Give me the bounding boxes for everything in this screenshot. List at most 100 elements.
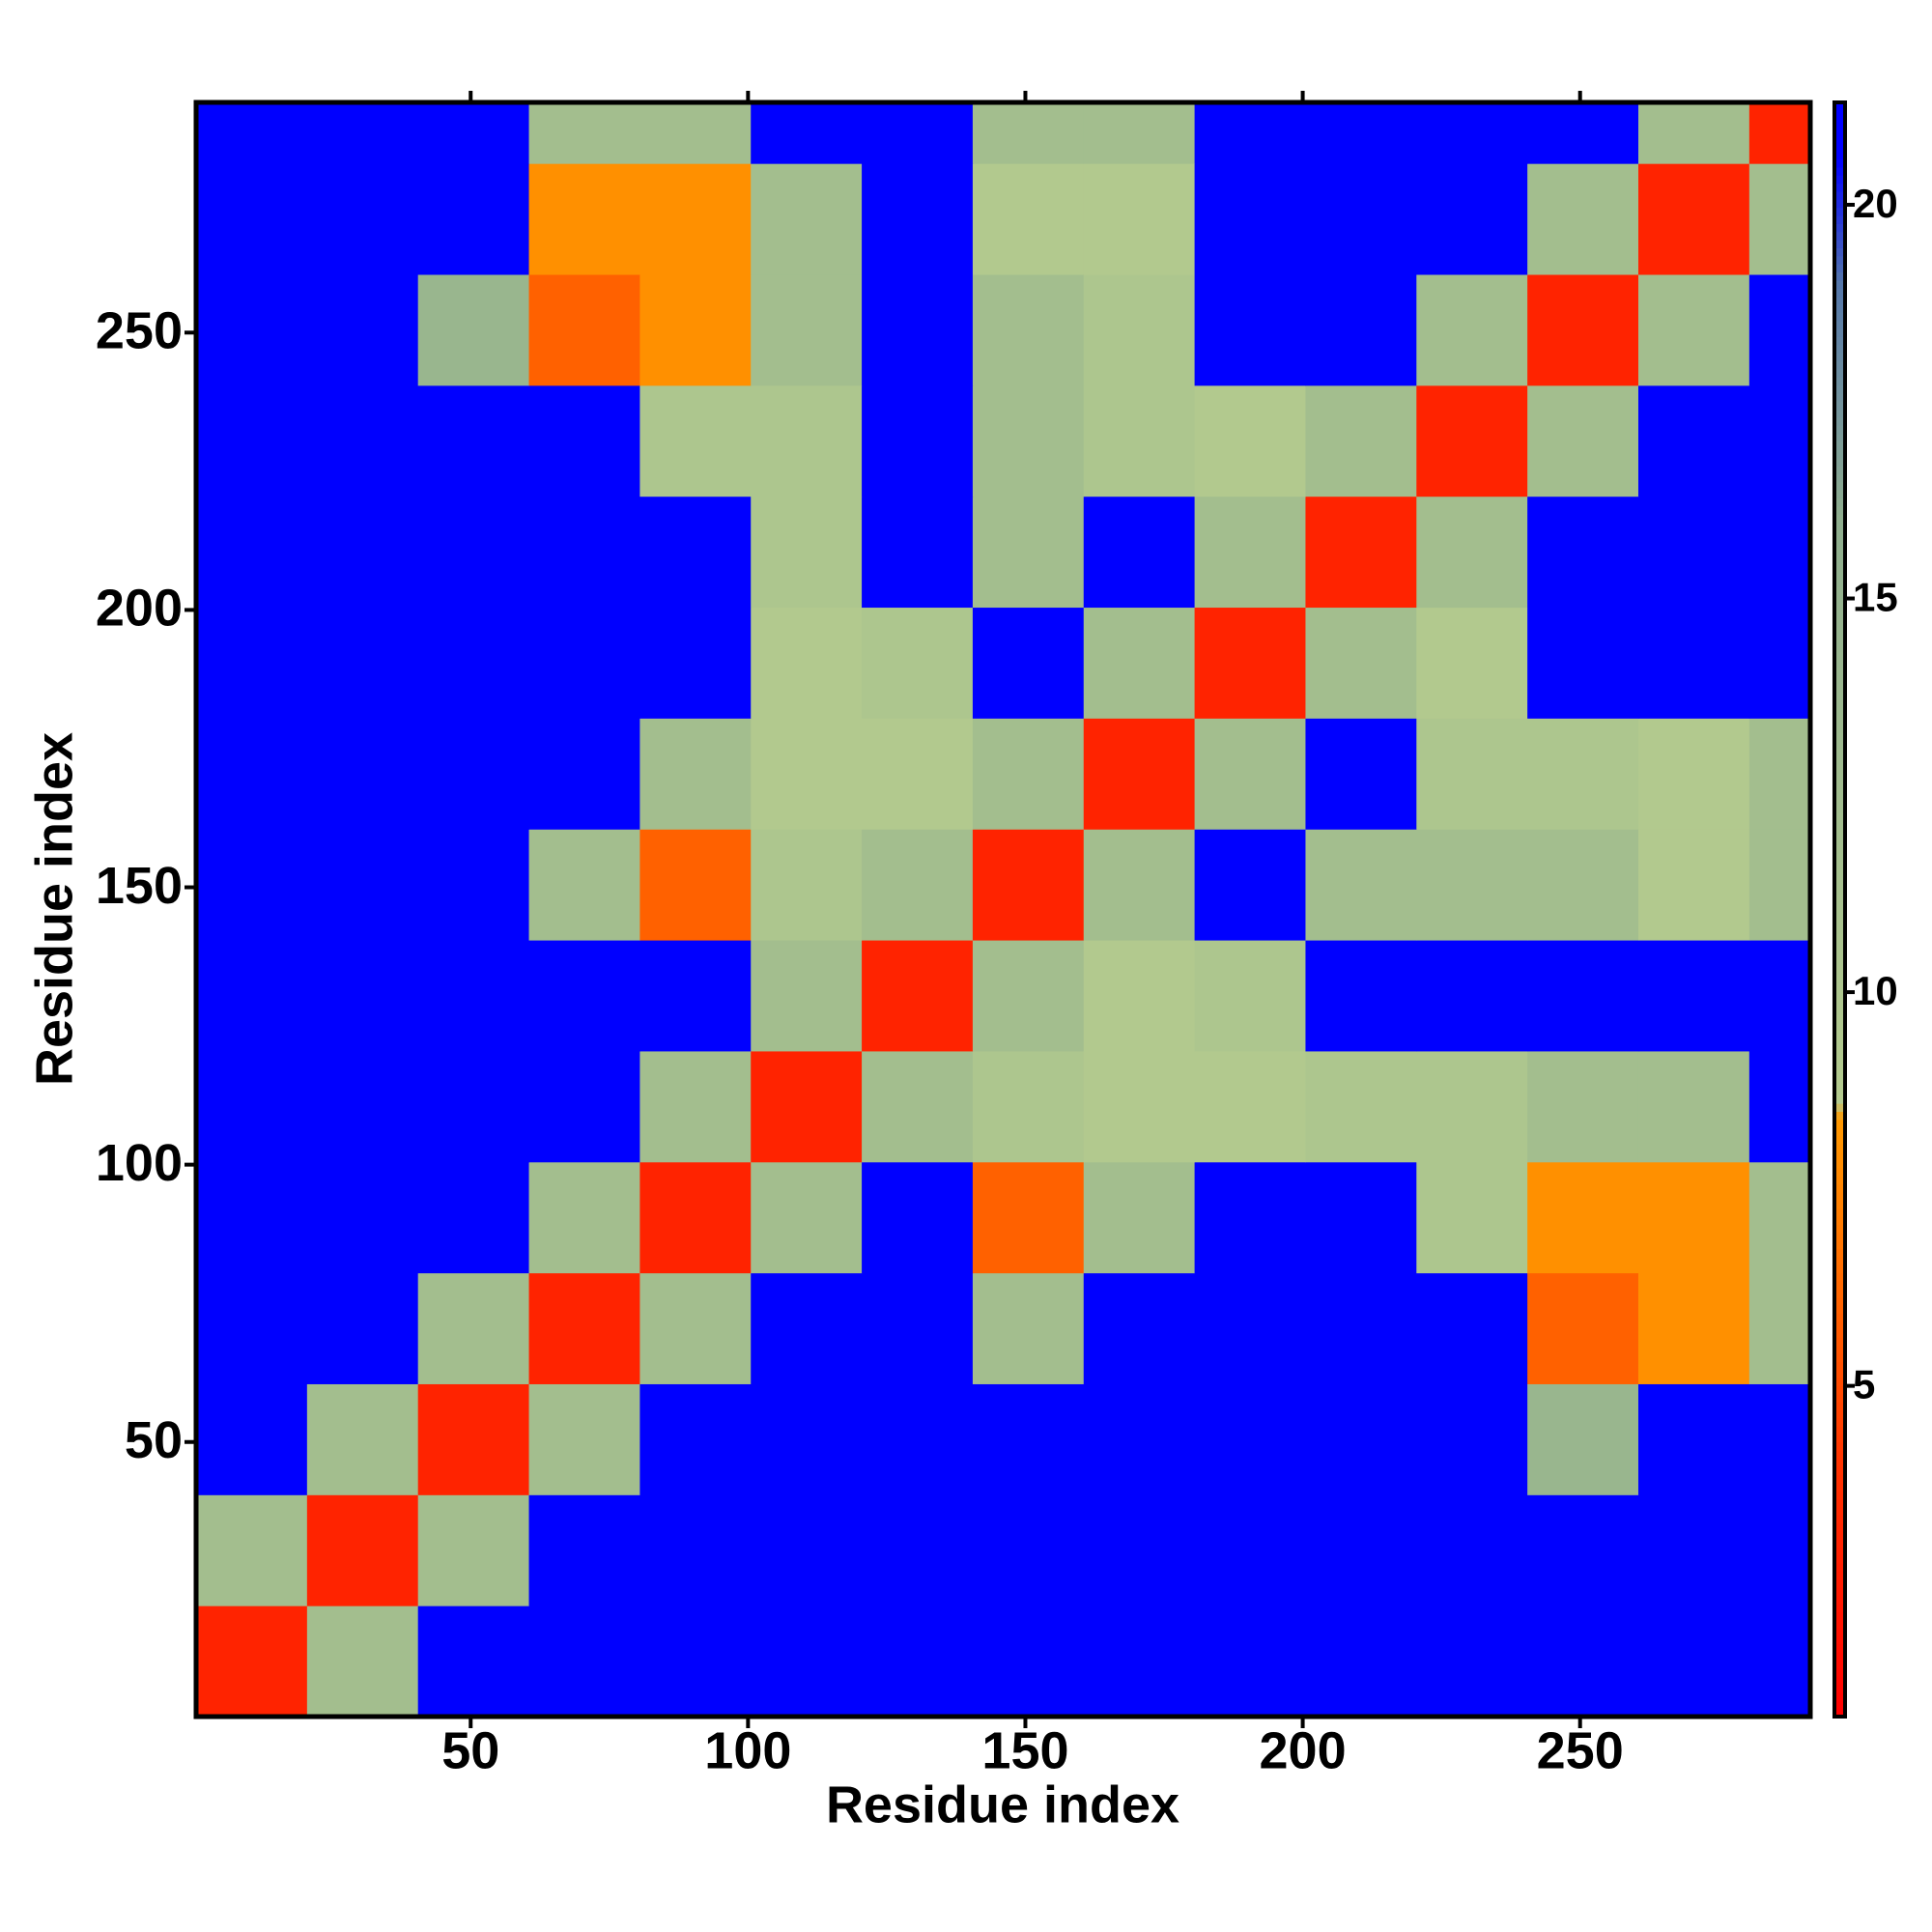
heatmap-cell — [862, 384, 974, 497]
colorbar-segment — [1834, 546, 1845, 555]
colorbar-segment — [1834, 1385, 1845, 1395]
colorbar-segment — [1834, 1506, 1845, 1516]
heatmap-cell — [306, 1050, 419, 1163]
colorbar-segment — [1834, 950, 1845, 959]
heatmap-cell — [972, 1161, 1085, 1274]
heatmap-cell — [862, 274, 974, 386]
colorbar-segment — [1834, 1474, 1845, 1484]
colorbar-segment — [1834, 1208, 1845, 1217]
heatmap-cell — [1637, 1050, 1750, 1163]
heatmap-cell — [751, 274, 863, 386]
heatmap-cell — [1194, 1272, 1306, 1384]
colorbar-segment — [1834, 514, 1845, 524]
colorbar-segment — [1834, 755, 1845, 765]
heatmap-cell — [528, 829, 640, 941]
heatmap-cell — [306, 1161, 419, 1274]
y-tick-label: 100 — [96, 1134, 183, 1192]
colorbar-segment — [1834, 1094, 1845, 1104]
colorbar-segment — [1834, 1498, 1845, 1508]
heatmap-cell — [417, 718, 530, 830]
colorbar-tick-label: 10 — [1853, 968, 1898, 1013]
colorbar-segment — [1834, 1063, 1845, 1072]
heatmap-cell — [1083, 607, 1196, 719]
heatmap-cell — [196, 1050, 308, 1163]
colorbar-segment — [1834, 1135, 1845, 1145]
heatmap-cell — [862, 163, 974, 275]
colorbar-segment — [1834, 288, 1845, 298]
heatmap-cell — [972, 496, 1085, 609]
colorbar-segment — [1834, 1652, 1845, 1662]
x-tick-label: 200 — [1260, 1721, 1347, 1779]
colorbar-segment — [1834, 401, 1845, 411]
colorbar-segment — [1834, 974, 1845, 983]
heatmap-cell — [1083, 496, 1196, 609]
heatmap-cell — [972, 384, 1085, 497]
colorbar-segment — [1834, 279, 1845, 289]
y-tick-label: 250 — [96, 302, 183, 360]
colorbar-segment — [1834, 603, 1845, 611]
heatmap-cell — [528, 1605, 640, 1718]
heatmap-cell — [417, 1050, 530, 1163]
colorbar-segment — [1834, 715, 1845, 724]
heatmap-cell — [1416, 102, 1528, 164]
colorbar-segment — [1834, 1353, 1845, 1362]
heatmap-cell — [862, 102, 974, 164]
colorbar-segment — [1834, 1111, 1845, 1121]
heatmap-cell — [862, 607, 974, 719]
heatmap-cell — [1637, 384, 1750, 497]
colorbar-segment — [1834, 1289, 1845, 1298]
heatmap-cell — [1083, 1605, 1196, 1718]
heatmap-cell — [1194, 1050, 1306, 1163]
colorbar-segment — [1834, 1611, 1845, 1621]
heatmap-cell — [1748, 607, 1811, 719]
heatmap-cell — [1527, 163, 1639, 275]
heatmap-cell — [1194, 274, 1306, 386]
colorbar-segment — [1834, 1491, 1845, 1500]
colorbar-segment — [1834, 1054, 1845, 1064]
colorbar-segment — [1834, 1595, 1845, 1605]
colorbar-segment — [1834, 207, 1845, 216]
colorbar-segment — [1834, 812, 1845, 822]
colorbar-segment — [1834, 1409, 1845, 1419]
heatmap-cell — [972, 718, 1085, 830]
heatmap-cell — [1527, 829, 1639, 941]
heatmap-cell — [1637, 940, 1750, 1052]
colorbar-segment — [1834, 1515, 1845, 1524]
colorbar-segment — [1834, 1215, 1845, 1225]
colorbar-segment — [1834, 1393, 1845, 1403]
heatmap-cell — [972, 102, 1085, 164]
heatmap-cell — [639, 163, 752, 275]
heatmap-cell — [1748, 1605, 1811, 1718]
colorbar-segment — [1834, 925, 1845, 935]
heatmap-cell — [417, 102, 530, 164]
heatmap-cell — [862, 940, 974, 1052]
colorbar-segment — [1834, 1691, 1845, 1701]
heatmap-cell — [1748, 1050, 1811, 1163]
heatmap-cell — [1083, 163, 1196, 275]
heatmap-cell — [1416, 1272, 1528, 1384]
colorbar-segment — [1834, 127, 1845, 136]
heatmap-cell — [1305, 102, 1417, 164]
heatmap-cell — [1748, 1494, 1811, 1606]
colorbar-segment — [1834, 416, 1845, 426]
heatmap-cell — [1527, 384, 1639, 497]
colorbar-segment — [1834, 796, 1845, 806]
colorbar-segment — [1834, 642, 1845, 652]
heatmap-cell — [196, 274, 308, 386]
colorbar-segment — [1834, 788, 1845, 798]
heatmap-cell — [1637, 274, 1750, 386]
heatmap-cell — [1748, 274, 1811, 386]
colorbar-segment — [1834, 481, 1845, 491]
colorbar-segment — [1834, 1248, 1845, 1258]
heatmap-cell — [1305, 1050, 1417, 1163]
heatmap-cell — [196, 1605, 308, 1718]
colorbar-segment — [1834, 384, 1845, 394]
heatmap-cell — [1305, 1383, 1417, 1495]
colorbar-segment — [1834, 409, 1845, 418]
heatmap-cell — [639, 1050, 752, 1163]
colorbar-segment — [1834, 748, 1845, 757]
colorbar-segment — [1834, 1547, 1845, 1556]
colorbar-segment — [1834, 1070, 1845, 1080]
heatmap-cell — [1194, 718, 1306, 830]
colorbar-segment — [1834, 1183, 1845, 1193]
